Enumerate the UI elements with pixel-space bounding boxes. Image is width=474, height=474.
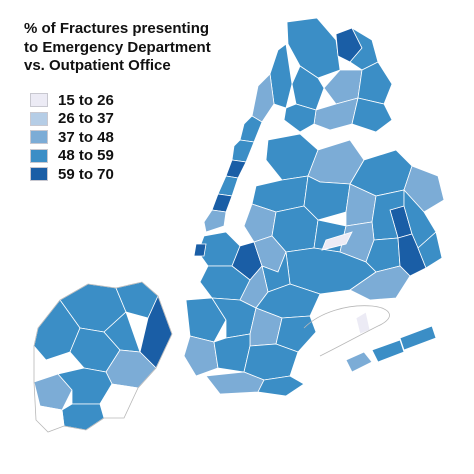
legend-item: 15 to 26 (30, 91, 114, 110)
legend-swatch (30, 167, 48, 182)
legend-item: 26 to 37 (30, 110, 114, 129)
map-region (213, 333, 251, 373)
manhattan-region (203, 43, 293, 233)
jamaica-bay-outline (303, 305, 390, 357)
map-region (231, 139, 255, 163)
legend-item: 59 to 70 (30, 165, 114, 184)
map-region (185, 297, 227, 343)
map-region (243, 343, 299, 381)
map-region (225, 159, 247, 179)
staten-island-outline (33, 281, 173, 433)
legend-label: 48 to 59 (58, 147, 114, 165)
legend-label: 26 to 37 (58, 110, 114, 128)
map-region (286, 17, 341, 79)
map-region (193, 243, 207, 257)
staten-island-region (33, 281, 173, 433)
map-region (371, 339, 405, 363)
legend-swatch (30, 93, 48, 108)
map-region (345, 351, 373, 373)
legend-swatch (30, 111, 48, 126)
legend-label: 59 to 70 (58, 165, 114, 183)
map-region (211, 193, 233, 213)
map-region (351, 97, 393, 133)
brooklyn-region (183, 231, 321, 397)
rockaway-region (345, 311, 437, 373)
map-region (275, 315, 317, 353)
map-region (35, 405, 65, 433)
title-line-3: vs. Outpatient Office (24, 57, 171, 74)
bronx-region (283, 17, 393, 133)
map-region (251, 73, 275, 123)
legend-item: 37 to 48 (30, 128, 114, 147)
map-region (283, 103, 317, 133)
map-region (349, 265, 411, 301)
legend-label: 15 to 26 (58, 91, 114, 109)
map-region (257, 375, 305, 397)
map-region (239, 115, 263, 143)
legend-item: 48 to 59 (30, 147, 114, 166)
map-region (399, 325, 437, 351)
title-line-2: to Emergency Department (24, 38, 211, 56)
legend-swatch (30, 130, 48, 145)
map-title: % of Fractures presenting to Emergency D… (24, 20, 264, 76)
map-region (203, 209, 227, 233)
title-line-1: % of Fractures presenting (24, 20, 210, 37)
legend: 15 to 26 26 to 37 37 to 48 48 to 59 59 t… (30, 91, 114, 184)
map-region (183, 335, 219, 377)
queens-region (243, 133, 445, 301)
map-region (33, 373, 73, 411)
map-region (217, 175, 239, 197)
legend-label: 37 to 48 (58, 128, 114, 146)
map-region (61, 403, 105, 431)
map-region (357, 61, 393, 105)
legend-swatch (30, 148, 48, 163)
map-region (321, 231, 353, 251)
map-region (417, 231, 443, 269)
map-region (355, 311, 371, 335)
